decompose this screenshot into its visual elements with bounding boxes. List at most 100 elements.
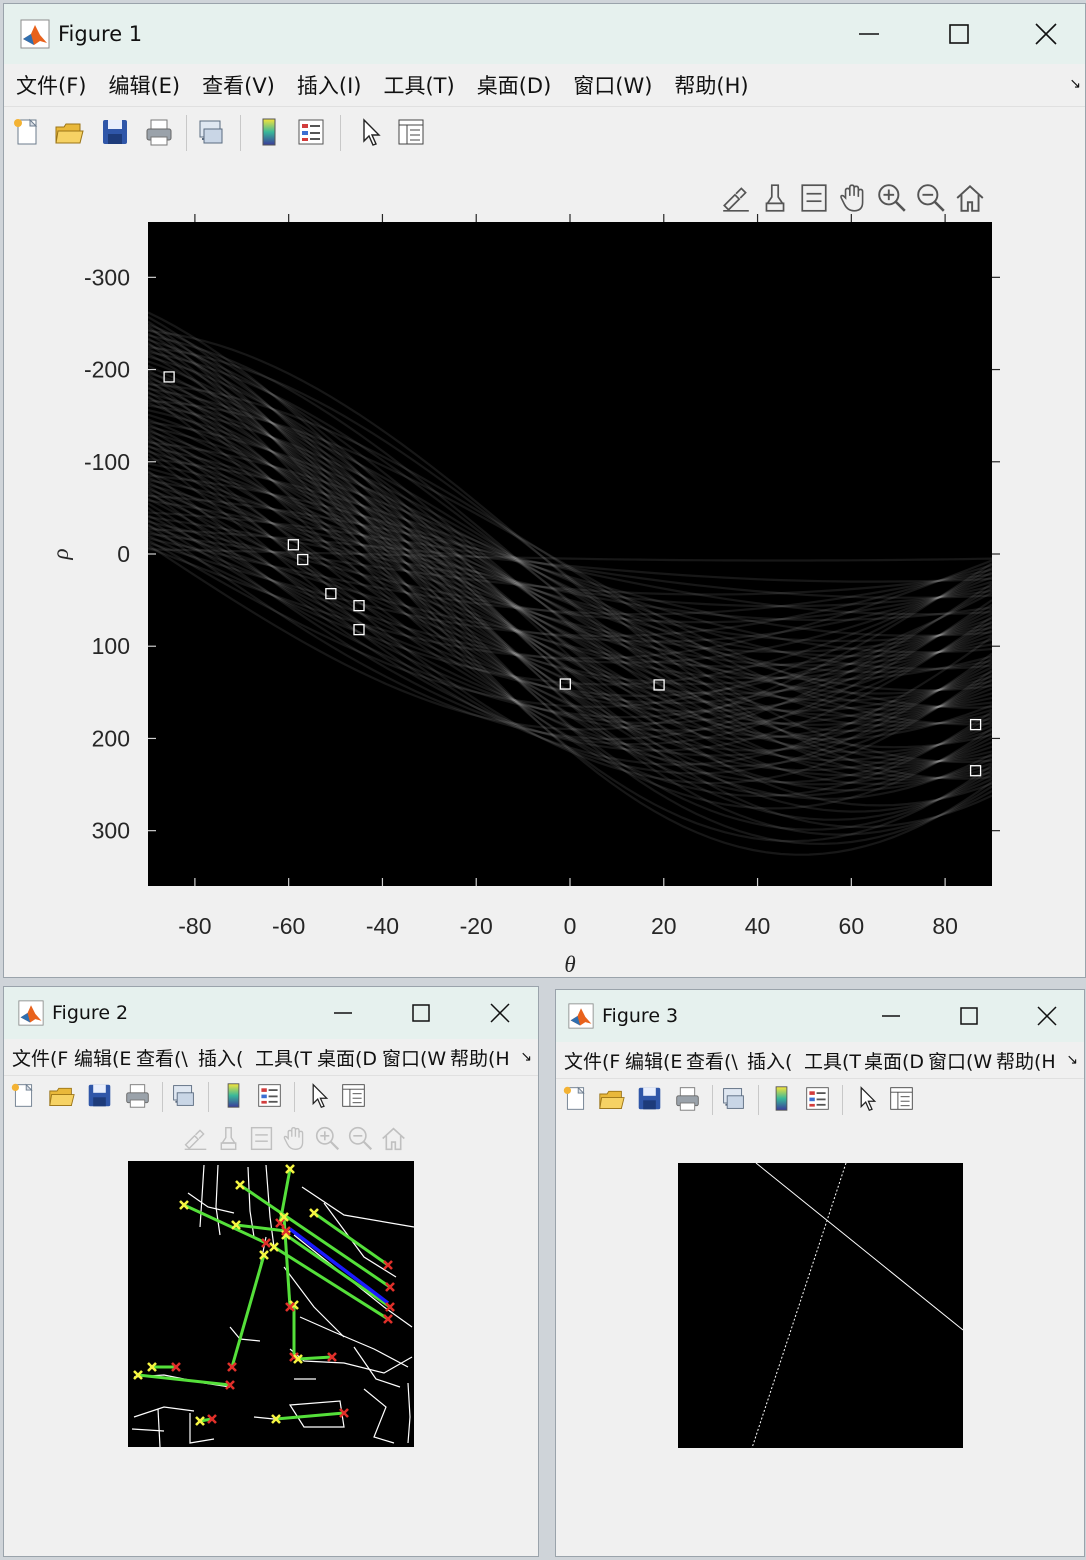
hough-curve — [148, 539, 992, 708]
zoom-in-icon[interactable] — [314, 1125, 341, 1152]
edit-plot-button[interactable] — [306, 1082, 333, 1113]
link-plot-button[interactable] — [720, 1085, 747, 1116]
insert-colorbar-button[interactable] — [220, 1082, 247, 1113]
edit-plot-button[interactable] — [854, 1085, 881, 1116]
menu-help[interactable]: 帮助(H — [450, 1047, 510, 1070]
figure-2-titlebar[interactable]: Figure 2 — [4, 987, 538, 1039]
menu-desktop[interactable]: 桌面(D — [864, 1050, 925, 1073]
menu-overflow-icon[interactable]: ↘ — [520, 1049, 532, 1065]
lines-overlay-axes[interactable] — [4, 1117, 539, 1557]
save-button[interactable] — [100, 117, 130, 151]
open-file-icon — [55, 123, 84, 144]
home-restore-icon[interactable] — [954, 182, 986, 214]
open-file-button[interactable] — [598, 1085, 625, 1116]
menu-window[interactable]: 窗口(W — [928, 1050, 993, 1073]
edge-image — [128, 1161, 414, 1447]
menu-file[interactable]: 文件(F — [564, 1050, 621, 1073]
print-button[interactable] — [144, 117, 174, 151]
menu-window[interactable]: 窗口(W — [382, 1047, 447, 1070]
menu-edit[interactable]: 编辑(E — [625, 1050, 683, 1073]
close-button[interactable] — [460, 987, 538, 1039]
menu-view[interactable]: 查看(V) — [202, 74, 275, 98]
peak-marker — [969, 765, 982, 777]
figure-3-titlebar[interactable]: Figure 3 — [556, 990, 1084, 1042]
hough-curve — [148, 485, 992, 732]
menu-file[interactable]: 文件(F — [12, 1047, 69, 1070]
menu-edit[interactable]: 编辑(E) — [108, 74, 181, 98]
menu-tools[interactable]: 工具(T — [804, 1050, 862, 1073]
property-inspector-button[interactable] — [888, 1085, 915, 1116]
print-button[interactable] — [124, 1082, 151, 1113]
property-inspector-button[interactable] — [340, 1082, 367, 1113]
menu-tools[interactable]: 工具(T) — [383, 74, 455, 98]
hough-transform-axes[interactable]: -80 -60 -40 -20 0 20 40 60 80 -300-200-100010020… — [4, 158, 1086, 978]
menu-insert[interactable]: 插入( — [198, 1047, 244, 1070]
edit-plot-button[interactable] — [356, 117, 386, 151]
insert-legend-button[interactable] — [804, 1085, 831, 1116]
minimize-button[interactable] — [852, 990, 930, 1042]
insert-legend-button[interactable] — [296, 117, 326, 151]
save-button[interactable] — [86, 1082, 113, 1113]
new-figure-button[interactable] — [12, 117, 42, 151]
peak-marker — [353, 623, 365, 636]
open-file-button[interactable] — [48, 1082, 75, 1113]
menu-overflow-icon[interactable]: ↘ — [1066, 1052, 1078, 1068]
datatip-icon[interactable] — [798, 182, 830, 214]
maximize-button[interactable] — [930, 990, 1008, 1042]
menu-help[interactable]: 帮助(H — [996, 1050, 1054, 1073]
open-file-button[interactable] — [54, 117, 84, 151]
new-figure-icon — [11, 1083, 33, 1107]
menu-insert[interactable]: 插入( — [747, 1050, 793, 1073]
hough-curve — [148, 497, 992, 705]
print-icon — [676, 1087, 699, 1111]
zoom-in-icon[interactable] — [876, 182, 908, 214]
menu-tools[interactable]: 工具(T — [255, 1047, 313, 1070]
hough-curve — [148, 355, 992, 765]
home-restore-icon[interactable] — [380, 1125, 407, 1152]
insert-legend-button[interactable] — [256, 1082, 283, 1113]
close-button[interactable] — [1008, 990, 1084, 1042]
menu-view[interactable]: 查看(\ — [136, 1047, 188, 1070]
menu-help[interactable]: 帮助(H) — [674, 74, 749, 98]
black-image — [678, 1163, 963, 1448]
menu-file[interactable]: 文件(F) — [16, 74, 87, 98]
data-brush-icon[interactable] — [759, 182, 791, 214]
zoom-out-icon[interactable] — [347, 1125, 374, 1152]
menu-window[interactable]: 窗口(W) — [573, 74, 653, 98]
data-brush-icon[interactable] — [215, 1125, 242, 1152]
menu-insert[interactable]: 插入(I) — [296, 74, 362, 98]
menu-desktop[interactable]: 桌面(D) — [476, 74, 552, 98]
minimize-button[interactable] — [824, 4, 914, 64]
zoom-out-icon[interactable] — [915, 182, 947, 214]
property-inspector-button[interactable] — [396, 117, 426, 151]
hough-curve — [148, 483, 992, 653]
close-button[interactable] — [1004, 4, 1085, 64]
menu-desktop[interactable]: 桌面(D — [317, 1047, 378, 1070]
detected-lines-axes[interactable] — [556, 1120, 1085, 1557]
new-figure-button[interactable] — [10, 1082, 37, 1113]
new-figure-icon — [563, 1086, 585, 1110]
insert-colorbar-button[interactable] — [254, 117, 284, 151]
insert-colorbar-button[interactable] — [768, 1085, 795, 1116]
link-plot-button[interactable] — [196, 117, 226, 151]
brush-export-icon[interactable] — [182, 1125, 209, 1152]
figure-1-titlebar[interactable]: Figure 1 — [4, 4, 1085, 64]
minimize-button[interactable] — [304, 987, 382, 1039]
hough-curve — [148, 421, 992, 692]
menu-overflow-icon[interactable]: ↘ — [1069, 76, 1081, 92]
maximize-button[interactable] — [382, 987, 460, 1039]
hough-curve — [148, 470, 992, 766]
datatip-icon[interactable] — [248, 1125, 275, 1152]
pan-hand-icon[interactable] — [837, 182, 869, 214]
link-plot-button[interactable] — [170, 1082, 197, 1113]
segment-endpoint-marker — [383, 1314, 393, 1324]
pan-hand-icon[interactable] — [281, 1125, 308, 1152]
save-button[interactable] — [636, 1085, 663, 1116]
print-button[interactable] — [674, 1085, 701, 1116]
hough-curve — [148, 376, 992, 754]
menu-edit[interactable]: 编辑(E — [74, 1047, 132, 1070]
brush-export-icon[interactable] — [720, 182, 752, 214]
maximize-button[interactable] — [914, 4, 1004, 64]
new-figure-button[interactable] — [562, 1085, 589, 1116]
menu-view[interactable]: 查看(\ — [686, 1050, 738, 1073]
